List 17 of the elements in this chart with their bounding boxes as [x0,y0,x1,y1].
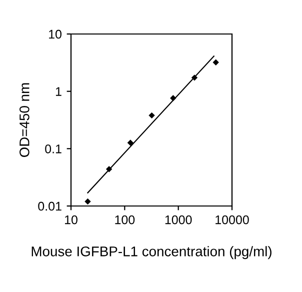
point [170,95,176,102]
x-tick-label: 10000 [216,215,249,224]
point [127,140,134,146]
x-tick-label: 1000 [165,215,192,224]
point [191,74,198,81]
x-axis-title: Mouse IGFBP-L1 concentration (pg/ml) [32,246,272,260]
point [148,112,155,119]
point [84,198,91,205]
point [212,59,219,66]
y-axis-title: OD=450 nm [20,83,30,157]
x-tick-label: 10 [65,215,78,224]
y-tick-label: 10 [49,30,62,39]
y-tick-label: 0.01 [38,202,62,211]
point [106,166,112,172]
y-tick-label: 0.1 [45,144,62,154]
y-tick-label: 1 [56,87,62,96]
x-tick-label: 100 [115,215,135,224]
